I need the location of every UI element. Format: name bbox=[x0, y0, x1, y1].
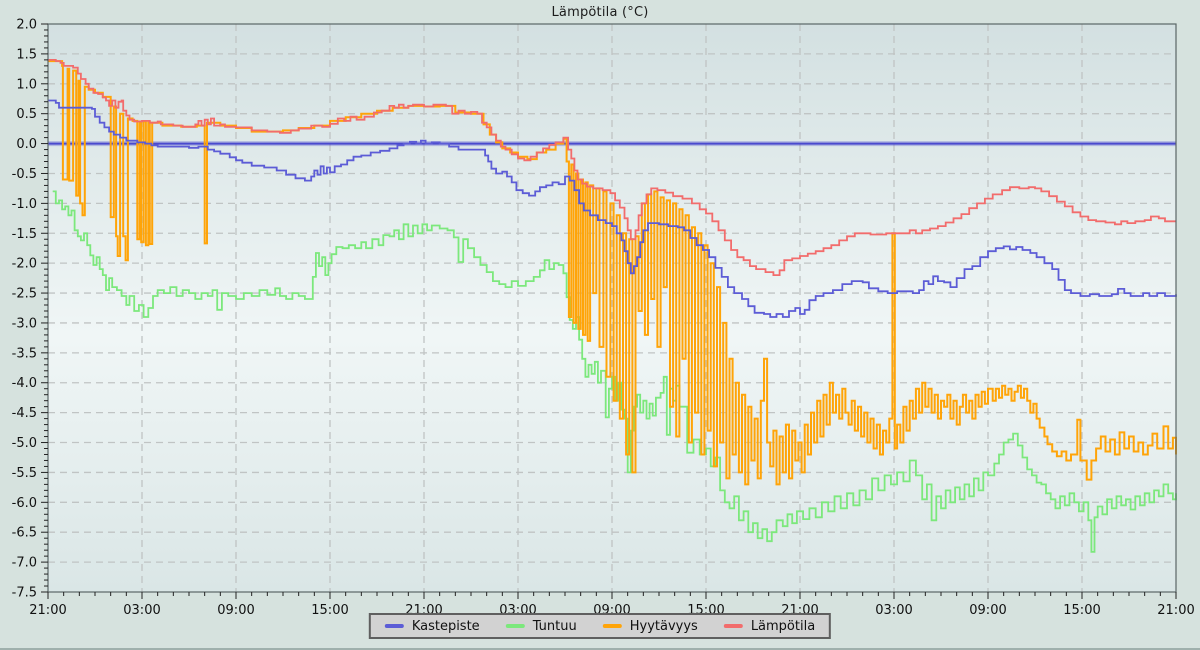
chart-title: Lämpötila (°C) bbox=[551, 5, 649, 20]
lampotila-line-swatch bbox=[723, 624, 743, 628]
legend-item-lampotila: Lämpötila bbox=[723, 618, 816, 634]
x-tick-label: 09:00 bbox=[969, 603, 1006, 618]
data-series bbox=[48, 59, 1177, 553]
y-tick-label: -6.0 bbox=[12, 496, 37, 511]
y-tick-label: 0.5 bbox=[16, 107, 37, 122]
y-tick-label: -4.5 bbox=[12, 406, 37, 421]
series-lmptila bbox=[48, 59, 1176, 276]
legend-item-tuntuu: Tuntuu bbox=[505, 618, 577, 634]
x-tick-label: 15:00 bbox=[1063, 603, 1100, 618]
y-tick-label: -7.5 bbox=[12, 586, 37, 601]
x-tick-label: 15:00 bbox=[311, 603, 348, 618]
hyytavyys-line-swatch bbox=[602, 624, 622, 628]
y-tick-label: -3.0 bbox=[12, 316, 37, 331]
axis-ticks bbox=[41, 23, 1177, 599]
x-tick-label: 21:00 bbox=[29, 603, 66, 618]
y-tick-label: -4.0 bbox=[12, 376, 37, 391]
series-kastepiste bbox=[48, 99, 1177, 318]
series-tuntuu bbox=[52, 190, 1177, 553]
legend-item-hyytavyys: Hyytävyys bbox=[602, 618, 698, 634]
y-tick-label: -2.0 bbox=[12, 257, 37, 272]
axis-tick-labels: 2.0 1.5 1.0 0.5 0.0 -0.5 -1.0 -1.5 -2.0 -2.5 -3.0 -… bbox=[12, 18, 1195, 619]
legend-item-kastepiste: Kastepiste bbox=[384, 618, 480, 634]
x-tick-label: 21:00 bbox=[1157, 603, 1194, 618]
legend-label: Kastepiste bbox=[411, 618, 480, 634]
y-tick-label: -3.5 bbox=[12, 346, 37, 361]
y-tick-label: -2.5 bbox=[12, 287, 37, 302]
legend-label: Hyytävyys bbox=[629, 618, 698, 634]
y-tick-label: 0.0 bbox=[16, 137, 37, 152]
y-tick-label: 2.0 bbox=[16, 18, 37, 33]
legend-label: Lämpötila bbox=[750, 618, 816, 634]
y-tick-label: -1.5 bbox=[12, 227, 37, 242]
x-tick-label: 03:00 bbox=[123, 603, 160, 618]
y-tick-label: 1.0 bbox=[16, 77, 37, 92]
legend-label: Tuntuu bbox=[532, 618, 577, 634]
kastepiste-line-swatch bbox=[384, 624, 404, 628]
y-tick-label: -1.0 bbox=[12, 197, 37, 212]
y-tick-label: -7.0 bbox=[12, 556, 37, 571]
y-tick-label: -0.5 bbox=[12, 167, 37, 182]
y-tick-label: 1.5 bbox=[16, 47, 37, 62]
y-tick-label: -5.0 bbox=[12, 436, 37, 451]
window-bottom-edge bbox=[0, 648, 1200, 650]
y-tick-label: -6.5 bbox=[12, 526, 37, 541]
legend: Kastepiste Tuntuu Hyytävyys Lämpötila bbox=[368, 613, 832, 639]
y-tick-label: -5.5 bbox=[12, 466, 37, 481]
tuntuu-line-swatch bbox=[505, 624, 525, 628]
x-tick-label: 03:00 bbox=[875, 603, 912, 618]
gridlines bbox=[48, 24, 1176, 592]
x-tick-label: 09:00 bbox=[217, 603, 254, 618]
